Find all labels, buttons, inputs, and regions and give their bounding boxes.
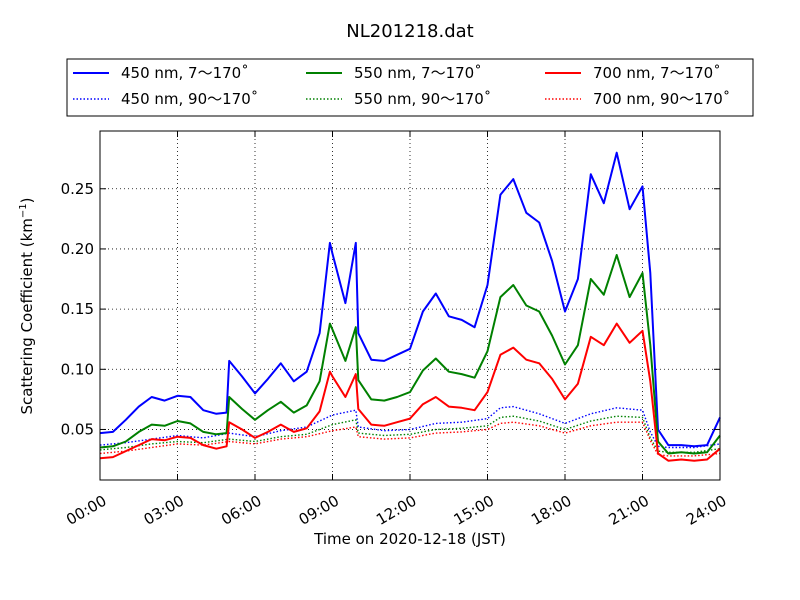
legend-label: 450 nm, 7～170˚	[121, 64, 249, 82]
y-axis-label-main: Scattering Coefficient (km	[18, 218, 36, 414]
chart-title: NL201218.dat	[346, 21, 473, 42]
x-tick-label: 18:00	[528, 492, 574, 529]
y-tick-label: 0.05	[61, 420, 94, 438]
y-axis-label: Scattering Coefficient (km−1)	[18, 197, 36, 414]
legend-label: 550 nm, 7～170˚	[354, 64, 482, 82]
y-tick-label: 0.15	[61, 300, 94, 318]
series-line-0	[99, 151, 721, 448]
y-axis-label-close: )	[18, 197, 36, 203]
x-tick-labels: 00:00 03:00 06:00 09:00 12:00 15:00 18:00 21:00…	[63, 492, 729, 529]
x-tick-label: 15:00	[451, 492, 497, 529]
series-line-5	[99, 421, 721, 457]
x-tick-label: 03:00	[141, 492, 187, 529]
y-tick-label: 0.20	[61, 240, 94, 258]
y-tick-label: 0.10	[61, 360, 94, 378]
legend: 450 nm, 7～170˚ 550 nm, 7～170˚ 700 nm, 7～17…	[66, 58, 754, 117]
series-line-1	[99, 254, 721, 455]
x-tick-label: 09:00	[296, 492, 342, 529]
grid-layer	[100, 131, 720, 480]
x-tick-label: 12:00	[373, 492, 419, 529]
x-tick-label: 21:00	[606, 492, 652, 529]
legend-label: 700 nm, 7～170˚	[593, 64, 721, 82]
legend-label: 550 nm, 90～170˚	[354, 90, 491, 108]
series-line-4	[99, 415, 721, 453]
y-tick-label: 0.25	[61, 180, 94, 198]
x-tick-label: 24:00	[683, 492, 729, 529]
legend-frame	[66, 58, 754, 117]
legend-label: 450 nm, 90～170˚	[121, 90, 258, 108]
x-tick-label: 06:00	[218, 492, 264, 529]
tick-layer	[99, 131, 721, 480]
x-axis-label: Time on 2020-12-18 (JST)	[313, 530, 506, 548]
series-line-2	[99, 322, 721, 462]
y-axis-label-superscript: −1	[18, 203, 29, 218]
legend-label: 700 nm, 90～170˚	[593, 90, 730, 108]
x-tick-label: 00:00	[63, 492, 109, 529]
series-layer	[99, 151, 721, 462]
y-tick-labels: 0.05 0.10 0.15 0.20 0.25	[61, 180, 94, 439]
